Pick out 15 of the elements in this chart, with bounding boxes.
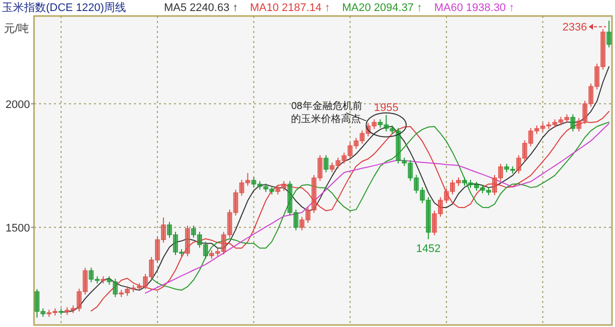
text: MA5 2240.63 ↑: [164, 2, 238, 14]
text: MA10 2187.14 ↑: [250, 2, 330, 14]
candlestick: [570, 114, 576, 132]
chart-title: 玉米指数(DCE 1220)周线: [2, 1, 126, 14]
text: MA60 1938.30 ↑: [434, 2, 514, 14]
candlestick: [324, 154, 328, 173]
y-axis-title: 元/吨: [4, 22, 30, 35]
annotation: 1452: [416, 243, 441, 256]
y-tick-label: 1500: [6, 222, 30, 234]
annotation: 08年金融危机前的玉米价格高点: [291, 100, 362, 125]
annotation: 1955: [374, 102, 398, 114]
annotation: 2336: [562, 22, 587, 34]
text: MA20 2094.37 ↑: [342, 2, 422, 14]
candlestick: [606, 20, 612, 48]
y-tick-label: 2000: [6, 98, 30, 111]
